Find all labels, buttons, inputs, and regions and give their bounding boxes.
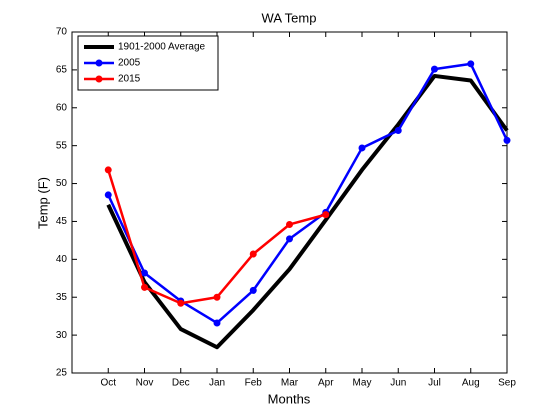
series-marker: [177, 299, 185, 307]
legend-label: 1901-2000 Average: [118, 42, 206, 53]
x-tick-label: Nov: [136, 378, 154, 389]
legend-marker: [95, 59, 103, 67]
x-tick-label: Dec: [172, 378, 190, 389]
x-tick-label: Jun: [390, 378, 406, 389]
y-tick-label: 45: [56, 216, 68, 227]
series-marker: [104, 191, 112, 199]
series-marker: [213, 293, 221, 301]
legend-label: 2015: [118, 74, 141, 85]
x-tick-label: Jul: [428, 378, 441, 389]
legend-marker: [95, 75, 103, 83]
x-tick-label: Sep: [498, 378, 516, 389]
series-marker: [394, 127, 402, 135]
series-marker: [141, 283, 148, 291]
y-tick-label: 55: [56, 140, 68, 151]
x-tick-label: Mar: [281, 378, 299, 389]
legend-label: 2005: [118, 58, 141, 69]
series-marker: [286, 235, 293, 243]
y-tick-label: 25: [56, 368, 68, 379]
y-tick-label: 30: [56, 330, 68, 341]
y-axis-label: Temp (F): [35, 177, 50, 229]
series-marker: [286, 220, 293, 228]
series-marker: [104, 166, 112, 174]
series-marker: [213, 319, 221, 327]
series-marker: [249, 286, 257, 294]
series-line: [106, 73, 509, 350]
y-tick-label: 40: [56, 254, 68, 265]
series-marker: [249, 250, 257, 258]
x-tick-label: Apr: [318, 378, 334, 389]
x-tick-label: Oct: [100, 378, 116, 389]
y-tick-label: 35: [56, 292, 68, 303]
series-marker: [467, 60, 475, 68]
x-tick-label: Aug: [462, 378, 480, 389]
series-marker: [141, 269, 148, 277]
y-tick-label: 60: [56, 102, 68, 113]
series-marker: [358, 144, 366, 152]
series-marker: [431, 65, 438, 73]
chart-title: WA Temp: [262, 10, 317, 25]
x-axis-label: Months: [268, 391, 311, 406]
series-marker: [503, 136, 511, 144]
y-tick-label: 65: [56, 65, 68, 76]
x-tick-label: May: [353, 378, 372, 389]
x-tick-label: Jan: [209, 378, 225, 389]
y-tick-label: 50: [56, 178, 68, 189]
y-tick-label: 70: [56, 27, 68, 38]
series-marker: [322, 211, 330, 219]
x-tick-label: Feb: [245, 378, 263, 389]
series-line: [107, 62, 509, 325]
